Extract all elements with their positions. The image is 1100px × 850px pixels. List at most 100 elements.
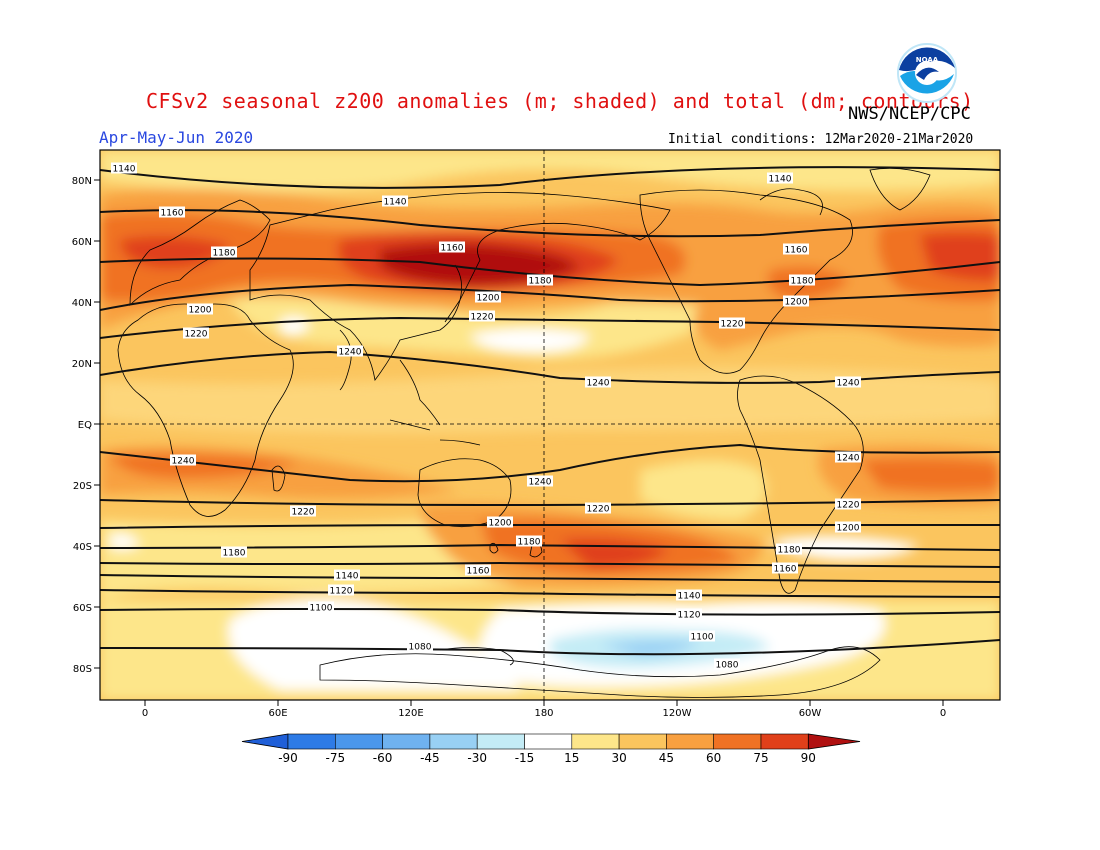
contour-label: 1200 [475,291,501,304]
contour-label-text: 1200 [189,306,212,316]
colorbar-arrow-left [241,733,289,750]
contour-label-text: 1140 [769,175,792,185]
colorbar-swatch [760,733,809,750]
colorbar-arrow-right [807,733,861,750]
contour-label: 1140 [676,589,702,602]
contour-label-text: 1220 [721,320,744,330]
shaded-anomalies [100,150,1000,700]
colorbar: -90 -75 -60 -45 -30 -15 15 30 45 60 75 90 [241,733,861,765]
colorbar-swatch [382,733,431,750]
contour-label: 1240 [337,345,363,358]
contour-label: 1180 [221,546,247,559]
colorbar-label: -45 [420,751,440,765]
contour-label: 1200 [487,516,513,529]
contour-label: 1240 [585,376,611,389]
contour-label-text: 1240 [837,454,860,464]
lat-tick-label: 40N [72,298,92,309]
contour-label-text: 1140 [678,592,701,602]
contour-label-text: 1180 [778,546,801,556]
contour-label: 1160 [159,206,185,219]
lat-tick-label: EQ [78,420,92,431]
contour-label-text: 1140 [336,572,359,582]
colorbar-label: -60 [373,751,393,765]
contour-label: 1200 [783,295,809,308]
contour-label: 1160 [465,564,491,577]
contour-label-text: 1120 [330,587,353,597]
contour-label: 1160 [772,562,798,575]
plot-frame [99,149,1001,701]
contour-label: 1180 [211,246,237,259]
lat-tick-label: 60N [72,237,92,248]
contour-label: 1180 [527,274,553,287]
colorbar-swatch [713,733,762,750]
contour-label-text: 1200 [785,298,808,308]
colorbar-label: 30 [611,751,626,765]
map-title: CFSv2 seasonal z200 anomalies (m; shaded… [146,89,974,113]
contour-label-text: 1160 [161,209,184,219]
contour-label: 1220 [585,502,611,515]
contour-label: 1080 [714,658,740,671]
colorbar-swatch [666,733,715,750]
contour-label-text: 1220 [587,505,610,515]
contour-label: 1180 [516,535,542,548]
contour-label-text: 1240 [339,348,362,358]
contour-label-text: 1100 [310,604,333,614]
contour-label-text: 1240 [587,379,610,389]
contour-label-text: 1160 [467,567,490,577]
agency-label: NWS/NCEP/CPC [848,104,971,124]
colorbar-swatch [476,733,525,750]
colorbar-swatch [571,733,620,750]
colorbar-label: -15 [515,751,535,765]
lon-tick-label: 120W [663,708,692,719]
contour-label-text: 1080 [716,661,739,671]
contour-label: 1240 [835,376,861,389]
colorbar-swatch [334,733,383,750]
contour-label: 1220 [183,327,209,340]
longitude-ticks: 0 60E 120E 180 120W 60W 0 [142,700,946,719]
colorbar-label: -30 [467,751,487,765]
contour-label: 1240 [835,451,861,464]
colorbar-swatch [618,733,667,750]
contour-label: 1080 [407,640,433,653]
contour-label: 1140 [767,172,793,185]
contour-label-text: 1160 [441,244,464,254]
contour-label: 1140 [382,195,408,208]
lat-tick-label: 20N [72,359,92,370]
colorbar-swatch [287,733,336,750]
colorbar-label: -90 [278,751,298,765]
contour-label-text: 1140 [384,198,407,208]
lat-tick-label: 40S [73,542,92,553]
lat-tick-label: 20S [73,481,92,492]
contour-label: 1140 [334,569,360,582]
colorbar-label: 45 [659,751,674,765]
contour-label: 1100 [308,601,334,614]
contour-label: 1120 [328,584,354,597]
contour-label-text: 1220 [292,508,315,518]
contour-label: 1160 [783,243,809,256]
contour-label-text: 1220 [471,313,494,323]
contour-label: 1220 [835,498,861,511]
contour-label-text: 1100 [691,633,714,643]
contour-label-text: 1120 [678,611,701,621]
colorbar-swatch [524,733,573,750]
contour-label: 1180 [776,543,802,556]
latitude-ticks: 80N 60N 40N 20N EQ 20S 40S 60S 80S [72,176,100,675]
lon-tick-label: 60E [268,708,287,719]
contour-label: 1160 [439,241,465,254]
contour-label-text: 1180 [518,538,541,548]
contour-label-text: 1220 [185,330,208,340]
contour-label-text: 1140 [113,165,136,175]
contour-label-text: 1200 [489,519,512,529]
colorbar-label: 75 [753,751,768,765]
contour-label: 1100 [689,630,715,643]
lon-tick-label: 0 [142,708,148,719]
lat-tick-label: 80S [73,664,92,675]
contour-label: 1180 [789,274,815,287]
contour-label: 1220 [469,310,495,323]
contour-label: 1200 [835,521,861,534]
contour-label: 1120 [676,608,702,621]
colorbar-label: 90 [801,751,816,765]
contour-label-text: 1080 [409,643,432,653]
contour-label: 1240 [527,475,553,488]
